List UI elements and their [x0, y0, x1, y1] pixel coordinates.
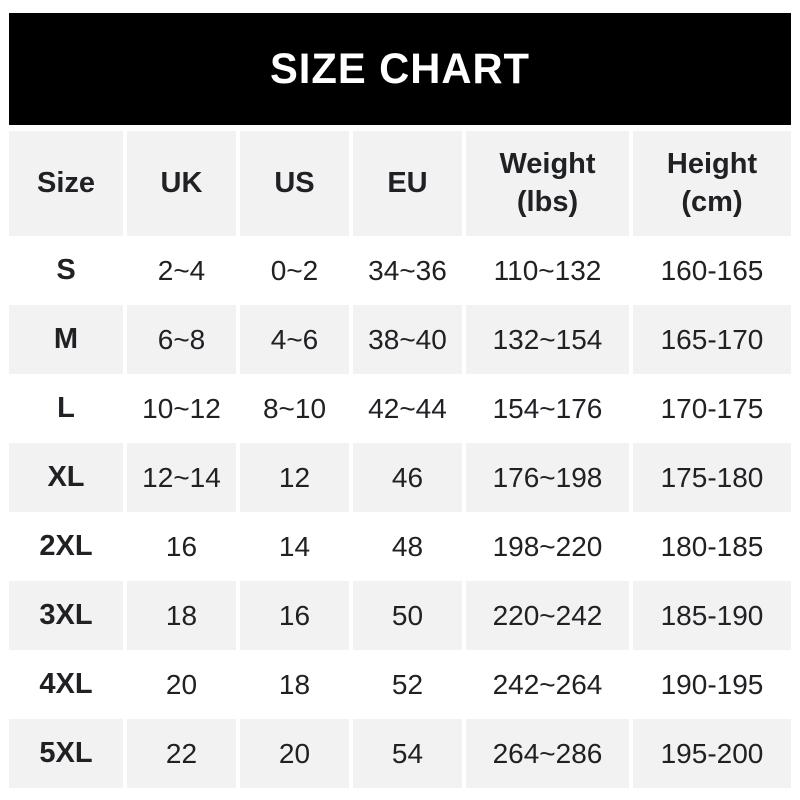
- us-value: 0~2: [236, 236, 349, 305]
- column-header-uk: UK: [123, 131, 236, 236]
- eu-value: 54: [349, 719, 462, 788]
- uk-value: 6~8: [123, 305, 236, 374]
- eu-value: 46: [349, 443, 462, 512]
- column-header-height: Height (cm): [629, 131, 791, 236]
- us-value: 8~10: [236, 374, 349, 443]
- table-row-5xl: 5XL 22 20 54 264~286 195-200: [9, 719, 791, 788]
- height-cm-value: 175-180: [629, 443, 791, 512]
- eu-value: 52: [349, 650, 462, 719]
- column-header-sublabel: (cm): [681, 185, 743, 218]
- page-title: SIZE CHART: [270, 44, 530, 93]
- uk-value: 22: [123, 719, 236, 788]
- table-row-2xl: 2XL 16 14 48 198~220 180-185: [9, 512, 791, 581]
- weight-lbs-value: 220~242: [462, 581, 629, 650]
- size-label: 5XL: [9, 719, 123, 788]
- eu-value: 42~44: [349, 374, 462, 443]
- size-chart-banner: SIZE CHART: [9, 13, 791, 125]
- weight-lbs-value: 154~176: [462, 374, 629, 443]
- uk-value: 12~14: [123, 443, 236, 512]
- height-cm-value: 185-190: [629, 581, 791, 650]
- uk-value: 10~12: [123, 374, 236, 443]
- column-header-eu: EU: [349, 131, 462, 236]
- us-value: 20: [236, 719, 349, 788]
- table-header-row: Size UK US EU Weight (lbs) Height (cm): [9, 131, 791, 236]
- weight-lbs-value: 264~286: [462, 719, 629, 788]
- height-cm-value: 190-195: [629, 650, 791, 719]
- table-body: S 2~4 0~2 34~36 110~132 160-165 M 6~8 4~6 38~40 13…: [9, 236, 791, 788]
- uk-value: 2~4: [123, 236, 236, 305]
- column-header-label: EU: [387, 166, 428, 199]
- uk-value: 16: [123, 512, 236, 581]
- column-header-label: Height: [666, 148, 758, 181]
- weight-lbs-value: 110~132: [462, 236, 629, 305]
- us-value: 4~6: [236, 305, 349, 374]
- weight-lbs-value: 242~264: [462, 650, 629, 719]
- size-label: L: [9, 374, 123, 443]
- eu-value: 38~40: [349, 305, 462, 374]
- weight-lbs-value: 176~198: [462, 443, 629, 512]
- weight-lbs-value: 198~220: [462, 512, 629, 581]
- weight-lbs-value: 132~154: [462, 305, 629, 374]
- column-header-weight: Weight (lbs): [462, 131, 629, 236]
- uk-value: 20: [123, 650, 236, 719]
- table-row-xl: XL 12~14 12 46 176~198 175-180: [9, 443, 791, 512]
- size-label: 2XL: [9, 512, 123, 581]
- us-value: 16: [236, 581, 349, 650]
- table-row-l: L 10~12 8~10 42~44 154~176 170-175: [9, 374, 791, 443]
- uk-value: 18: [123, 581, 236, 650]
- size-label: S: [9, 236, 123, 305]
- size-label: 4XL: [9, 650, 123, 719]
- column-header-label: US: [274, 166, 315, 199]
- height-cm-value: 170-175: [629, 374, 791, 443]
- us-value: 18: [236, 650, 349, 719]
- column-header-label: UK: [160, 166, 203, 199]
- column-header-sublabel: (lbs): [516, 185, 579, 218]
- table-row-m: M 6~8 4~6 38~40 132~154 165-170: [9, 305, 791, 374]
- column-header-size: Size: [9, 131, 123, 236]
- size-chart-table: Size UK US EU Weight (lbs) Height (cm) S 2~4 0~2 3…: [9, 131, 791, 788]
- eu-value: 34~36: [349, 236, 462, 305]
- column-header-label: Size: [36, 166, 96, 199]
- us-value: 14: [236, 512, 349, 581]
- table-row-s: S 2~4 0~2 34~36 110~132 160-165: [9, 236, 791, 305]
- us-value: 12: [236, 443, 349, 512]
- size-label: XL: [9, 443, 123, 512]
- height-cm-value: 180-185: [629, 512, 791, 581]
- table-header: Size UK US EU Weight (lbs) Height (cm): [9, 131, 791, 236]
- size-label: 3XL: [9, 581, 123, 650]
- height-cm-value: 165-170: [629, 305, 791, 374]
- column-header-label: Weight: [499, 148, 596, 181]
- size-label: M: [9, 305, 123, 374]
- height-cm-value: 160-165: [629, 236, 791, 305]
- table-row-3xl: 3XL 18 16 50 220~242 185-190: [9, 581, 791, 650]
- height-cm-value: 195-200: [629, 719, 791, 788]
- eu-value: 48: [349, 512, 462, 581]
- column-header-us: US: [236, 131, 349, 236]
- eu-value: 50: [349, 581, 462, 650]
- table-row-4xl: 4XL 20 18 52 242~264 190-195: [9, 650, 791, 719]
